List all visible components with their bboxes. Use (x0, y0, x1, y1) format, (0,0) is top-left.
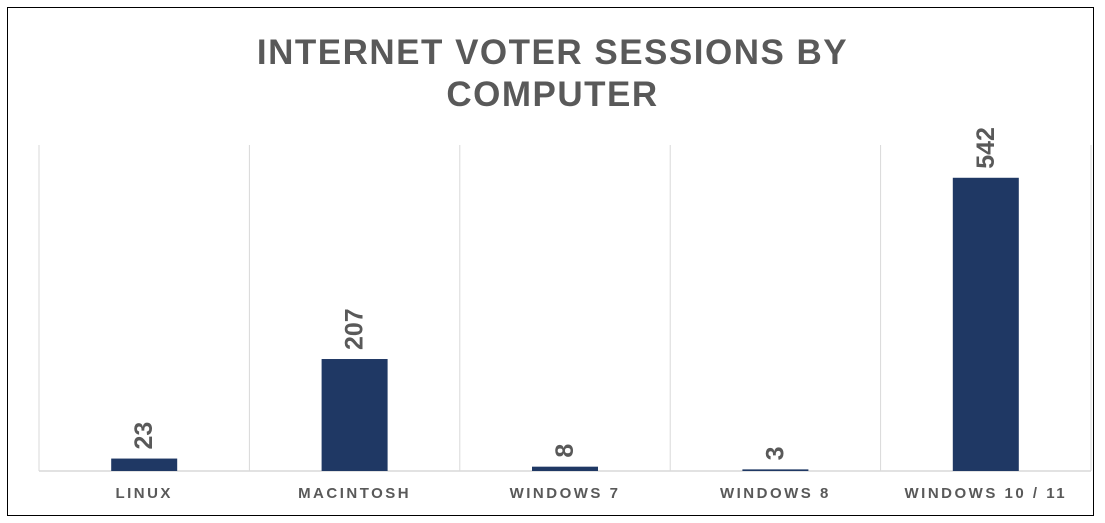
chart-title-line-2: COMPUTER (446, 75, 659, 114)
bar-windows-8 (742, 469, 809, 471)
bar-windows-10-11 (952, 177, 1019, 471)
data-label: 207 (341, 308, 369, 350)
category-label: MACINTOSH (298, 485, 411, 502)
data-label: 23 (130, 422, 158, 450)
data-label: 542 (972, 127, 1000, 169)
data-label: 3 (761, 446, 789, 460)
chart-frame (7, 7, 1094, 516)
chart-title: INTERNET VOTER SESSIONS BY COMPUTER (0, 32, 1105, 116)
data-label: 8 (551, 444, 579, 458)
category-label: WINDOWS 8 (720, 485, 831, 502)
chart-title-line-1: INTERNET VOTER SESSIONS BY (256, 33, 849, 72)
category-label: WINDOWS 10 / 11 (905, 485, 1068, 502)
category-label: WINDOWS 7 (510, 485, 621, 502)
bar-windows-7 (532, 466, 598, 471)
bar-linux (111, 458, 178, 471)
bar-macintosh (321, 359, 388, 471)
category-label: LINUX (115, 485, 173, 502)
